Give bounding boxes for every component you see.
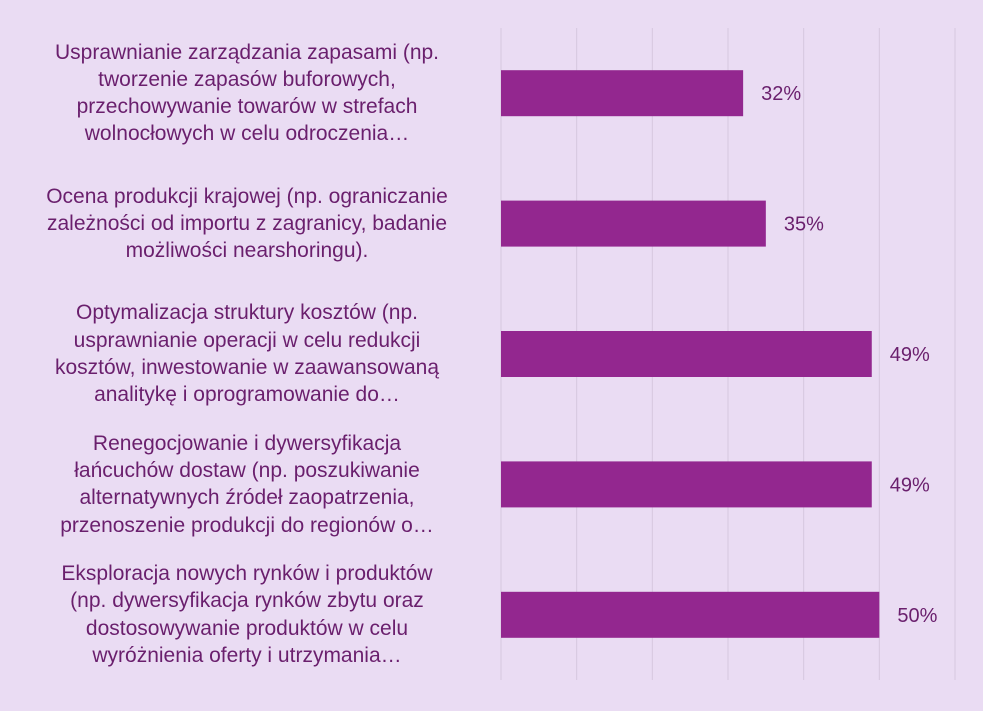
category-label: Renegocjowanie i dywersyfikacja łańcuchó… (60, 431, 434, 537)
bar (501, 591, 880, 638)
data-label: 35% (784, 214, 824, 236)
data-label: 50% (897, 605, 937, 627)
data-label: 49% (890, 344, 930, 366)
bar (501, 331, 872, 377)
bar (501, 70, 744, 117)
data-label: 32% (761, 83, 801, 105)
bar (501, 461, 872, 508)
category-label: Optymalizacja struktury kosztów (np. usp… (54, 301, 440, 407)
data-label: 49% (890, 474, 930, 496)
category-label: Eksploracja nowych rynków i produktów (n… (61, 562, 433, 668)
bar (501, 200, 766, 247)
category-label: Ocena produkcji krajowej (np. ograniczan… (46, 184, 448, 263)
category-label: Usprawnianie zarządzania zapasami (np. t… (54, 40, 440, 146)
